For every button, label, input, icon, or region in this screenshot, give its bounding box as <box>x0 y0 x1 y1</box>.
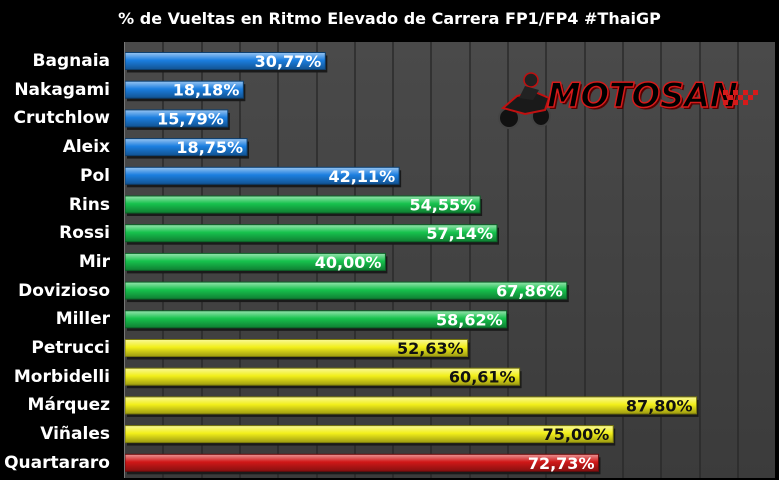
category-label: Bagnaia <box>32 51 110 71</box>
category-label: Miller <box>55 309 110 330</box>
bar-morbidelli <box>125 367 521 386</box>
category-label: Márquez <box>27 395 110 416</box>
data-label: 30,77% <box>255 52 322 71</box>
bar-miller <box>125 310 508 329</box>
bar-nakagami <box>125 80 244 99</box>
category-label: Nakagami <box>14 79 110 100</box>
data-label: 52,63% <box>397 339 464 358</box>
data-label: 42,11% <box>328 167 395 186</box>
bar-rossi <box>125 224 498 243</box>
category-label: Petrucci <box>31 338 110 358</box>
bar-quartararo <box>125 453 599 472</box>
data-label: 75,00% <box>543 425 610 444</box>
data-label: 72,73% <box>528 454 595 473</box>
checkered-flag-icon <box>723 90 758 105</box>
data-label: 57,14% <box>426 224 493 243</box>
bar-chart: 30,77% 18,18% 15,79% 18,75% 42,11% 54,55% 57,1… <box>125 42 739 478</box>
category-label: Pol <box>80 165 110 186</box>
data-label: 60,61% <box>449 368 516 387</box>
chart-title: % de Vueltas en Ritmo Elevado de Carrera… <box>118 9 661 28</box>
bar-bagnaia <box>125 52 326 70</box>
category-label: Quartararo <box>4 452 110 473</box>
data-label: 54,55% <box>409 196 476 215</box>
bar-dovizioso <box>125 281 568 300</box>
data-label: 87,80% <box>626 396 693 415</box>
category-label: Rins <box>68 194 110 215</box>
category-label: Dovizioso <box>18 280 110 301</box>
category-label: Viñales <box>40 424 110 445</box>
motosan-logo: MOTOSAN <box>495 68 767 130</box>
bar-aleix <box>125 138 248 157</box>
bar-márquez <box>125 396 698 415</box>
category-label: Morbidelli <box>13 366 110 387</box>
category-label: Aleix <box>62 137 110 158</box>
bar-rins <box>125 195 481 214</box>
bar-mir <box>125 252 386 271</box>
logo-text: MOTOSAN <box>546 75 739 117</box>
category-label: Crutchlow <box>13 108 110 129</box>
data-label: 15,79% <box>157 109 224 128</box>
data-label: 58,62% <box>436 310 503 329</box>
bar-petrucci <box>125 339 469 357</box>
bar-crutchlow <box>125 109 229 128</box>
data-label: 18,75% <box>176 138 243 157</box>
bar-pol <box>125 166 400 185</box>
bar-viñales <box>125 425 614 444</box>
category-label: Mir <box>78 251 110 272</box>
motorcycle-rider-icon <box>498 72 551 129</box>
data-label: 67,86% <box>496 282 563 301</box>
data-label: 40,00% <box>315 253 382 272</box>
data-label: 18,18% <box>173 81 240 100</box>
plot-area: 30,77% 18,18% 15,79% 18,75% 42,11% 54,55% 57,1… <box>124 42 775 478</box>
category-label: Rossi <box>59 223 110 244</box>
